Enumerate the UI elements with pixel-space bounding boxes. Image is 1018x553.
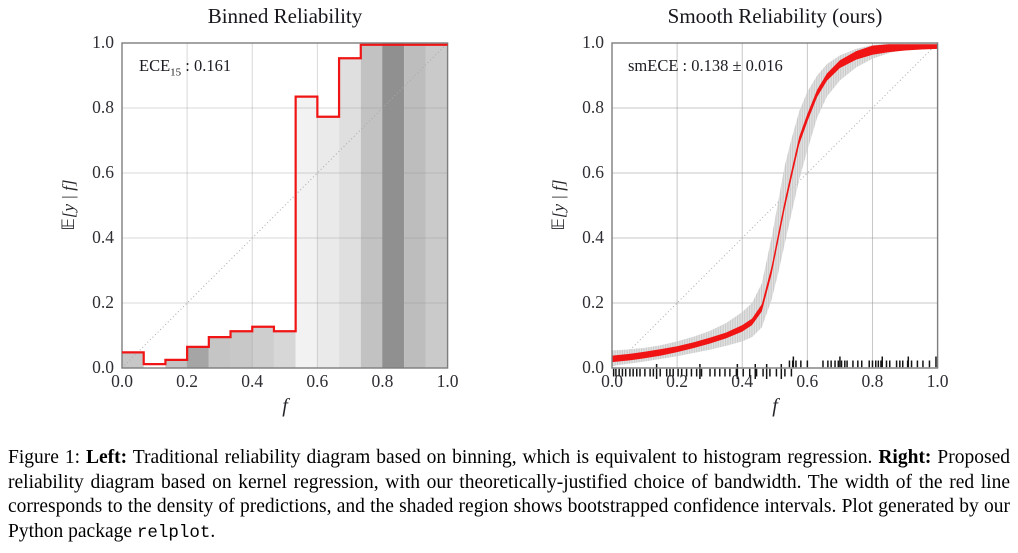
right-y-axis-label: 𝔼[y | f] (549, 179, 568, 231)
y-tick-label: 0.2 (582, 292, 604, 312)
y-tick-label: 0.2 (92, 292, 114, 312)
binned-step-line (122, 43, 448, 366)
y-tick-label: 0.6 (582, 162, 604, 182)
ece-metric-name: ECE (139, 56, 171, 75)
smece-annotation: smECE : 0.138 ± 0.016 (628, 56, 783, 75)
y-tick-label: 0.4 (92, 227, 114, 247)
x-tick-label: 0.2 (666, 371, 689, 391)
y-tick-label: 0.4 (582, 227, 604, 247)
figure-caption: Figure 1: Left: Traditional reliability … (8, 446, 1010, 545)
y-tick-label: 1.0 (582, 32, 604, 52)
caption-right-text: Proposed reliability diagram based on ke… (8, 447, 1010, 542)
x-tick-label: 0.4 (241, 371, 264, 391)
y-tick-label: 0.8 (582, 97, 604, 117)
histogram-bar (273, 331, 296, 368)
plot-border (121, 42, 449, 369)
histogram-bar (425, 43, 448, 368)
x-tick-label: 1.0 (926, 371, 949, 391)
left-y-axis-label: 𝔼[y | f] (59, 179, 78, 231)
x-tick-label: 0.0 (601, 371, 623, 391)
right-plot-title: Smooth Reliability (ours) (667, 4, 883, 28)
x-tick-label: 0.8 (861, 371, 884, 391)
ece-annotation: ECE15 : 0.161 (139, 56, 231, 78)
caption-left-label: Left: (86, 447, 128, 468)
x-tick-label: 0.4 (731, 371, 754, 391)
histogram-bar (230, 331, 253, 368)
ece-metric-value: : 0.161 (181, 56, 232, 75)
histogram-bar (382, 43, 405, 368)
histogram-bar (252, 326, 274, 368)
histogram-bar (360, 43, 383, 368)
histogram-bar (143, 364, 166, 368)
y-tick-label: 1.0 (92, 32, 114, 52)
plot-border (611, 42, 939, 369)
reliability-curve (612, 44, 938, 363)
x-tick-label: 0.6 (796, 371, 819, 391)
x-tick-label: 0.6 (306, 371, 329, 391)
caption-right-label: Right: (878, 447, 932, 468)
binned-reliability-plot (121, 42, 449, 369)
y-tick-label: 0.6 (92, 162, 114, 182)
y-tick-label: 0.0 (582, 357, 604, 377)
diagonal-reference-line (611, 42, 938, 369)
x-tick-label: 1.0 (436, 371, 459, 391)
histogram-bar (317, 116, 340, 369)
x-tick-label: 0.2 (176, 371, 199, 391)
y-tick-label: 0.8 (92, 97, 114, 117)
caption-prefix: Figure 1: (8, 447, 86, 468)
histogram-bar (165, 359, 188, 368)
x-tick-label: 0.0 (111, 371, 133, 391)
y-tick-label: 0.0 (92, 357, 114, 377)
left-x-axis-label: f (282, 395, 288, 417)
histogram-bar (187, 346, 209, 368)
right-x-axis-label: f (772, 395, 778, 417)
left-plot-title: Binned Reliability (207, 4, 363, 28)
caption-left-text: Traditional reliability diagram based on… (127, 447, 879, 468)
smooth-reliability-plot (611, 42, 939, 379)
x-tick-label: 0.8 (371, 371, 394, 391)
histogram-bar (404, 43, 426, 368)
caption-suffix: . (210, 520, 216, 542)
histogram-bar (122, 352, 144, 368)
histogram-bar (208, 337, 231, 368)
ece-metric-subscript: 15 (170, 66, 182, 79)
caption-package-name: relplot (136, 522, 211, 543)
histogram-bar (295, 96, 318, 368)
histogram-bar (339, 58, 361, 369)
